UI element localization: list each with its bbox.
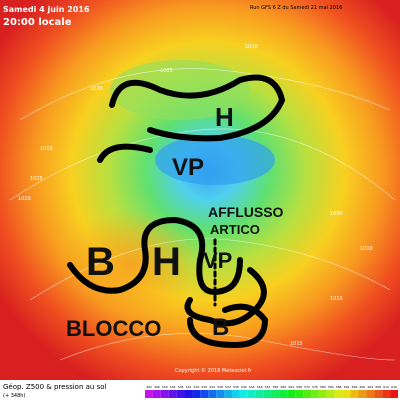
colorbar-label: 616 — [391, 385, 397, 389]
copyright: Copyright © 2016 Meteociel.fr — [175, 367, 252, 374]
colorbar-label: 540 — [241, 385, 247, 389]
colorbar-swatch — [303, 390, 312, 398]
run: Run GFS 6 Z du Samedi 21 mai 2016 — [250, 5, 342, 11]
isobar-label: 1015 — [40, 146, 53, 152]
label-h: H — [215, 102, 234, 132]
colorbar-swatch — [255, 390, 264, 398]
colorbar-swatch — [176, 390, 185, 398]
isobar-label: 1025 — [30, 176, 43, 182]
colorbar-swatch — [318, 390, 327, 398]
isobar-label: 1010 — [360, 246, 373, 252]
colorbar-swatch — [224, 390, 232, 398]
colorbar-label: 584 — [328, 385, 334, 389]
trough-center — [155, 135, 275, 185]
label-vp: VP — [203, 248, 232, 273]
colorbar-swatch — [295, 390, 304, 398]
colorbar-label: 596 — [352, 385, 358, 389]
colorbar-label: 536 — [233, 385, 239, 389]
colorbar-label: 544 — [249, 385, 255, 389]
analysis-lines — [67, 74, 286, 349]
label-inflow: AFFLUSSO — [208, 204, 284, 220]
colorbar-swatch — [231, 390, 240, 398]
colorbar-label: 600 — [360, 385, 366, 389]
colorbar-swatch — [287, 390, 296, 398]
colorbar-swatch — [208, 390, 217, 398]
colorbar-label: 580 — [320, 385, 326, 389]
colorbar-swatch — [279, 390, 288, 398]
label-block: BLOCCO — [66, 316, 161, 341]
isobar-label: 1005 — [160, 68, 173, 74]
colorbar-label: 568 — [296, 385, 302, 389]
geopotential-field — [0, 0, 400, 380]
colorbar-label: 504 — [170, 385, 176, 389]
colorbar-swatch — [192, 390, 201, 398]
colorbar-swatch — [390, 390, 398, 398]
colorbar-swatch — [160, 390, 169, 398]
colorbar-label: 500 — [162, 385, 168, 389]
colorbar-swatch — [200, 390, 209, 398]
colorbar-swatch — [247, 390, 256, 398]
colorbar-label: 496 — [154, 385, 160, 389]
colorbar-label: 592 — [344, 385, 350, 389]
label-inflow2: ARTICO — [210, 222, 260, 237]
footer-title: Géop. Z500 & pression au sol — [3, 383, 107, 391]
colorbar-swatch — [366, 390, 375, 398]
colorbar-label: 516 — [194, 385, 200, 389]
colorbar-label: 572 — [304, 385, 310, 389]
colorbar-label: 548 — [257, 385, 263, 389]
colorbar-label: 520 — [201, 385, 207, 389]
colorbar-label: 552 — [265, 385, 271, 389]
colorbar-label: 492 — [146, 385, 152, 389]
label-h: H — [152, 240, 181, 284]
colorbar-swatch — [374, 390, 383, 398]
ridge-top — [110, 60, 250, 120]
colorbar-label: 612 — [383, 385, 389, 389]
colorbar-label: 532 — [225, 385, 231, 389]
isobar-label: 1020 — [90, 86, 103, 92]
colorbar-swatch — [326, 390, 335, 398]
colorbar-label: 508 — [178, 385, 184, 389]
colorbar-label: 528 — [217, 385, 223, 389]
colorbar-label: 556 — [273, 385, 279, 389]
colorbar-swatch — [168, 390, 177, 398]
colorbar-swatch — [216, 390, 225, 398]
isobar-label: 1010 — [245, 44, 258, 50]
label-b: B — [86, 240, 115, 284]
isobar-label: 1000 — [330, 211, 343, 217]
colorbar-swatch — [382, 390, 391, 398]
colorbar-label: 604 — [367, 385, 373, 389]
colorbar-swatch — [311, 390, 319, 398]
warm-ridge — [60, 210, 200, 320]
colorbar-label: 608 — [375, 385, 381, 389]
time: 20:00 locale — [3, 17, 72, 28]
colorbar-label: 512 — [186, 385, 192, 389]
date: Samedi 4 juin 2016 — [3, 5, 90, 14]
label-b: B — [212, 314, 229, 341]
colorbar-label: 524 — [209, 385, 215, 389]
colorbar-swatch — [239, 390, 248, 398]
colorbar-swatch — [350, 390, 359, 398]
colorbar-swatch — [152, 390, 161, 398]
colorbar-label: 560 — [280, 385, 286, 389]
colorbar-swatch — [145, 390, 153, 398]
isobar-label: 1015 — [290, 341, 303, 347]
colorbar-swatch — [342, 390, 351, 398]
colorbar-swatch — [263, 390, 272, 398]
colorbar-label: 576 — [312, 385, 318, 389]
label-vp: VP — [172, 154, 204, 181]
colorbar-label: 564 — [288, 385, 294, 389]
colorbar-label: 588 — [336, 385, 342, 389]
isobar-label: 1015 — [330, 296, 343, 302]
colorbar-swatch — [358, 390, 367, 398]
colorbar-swatch — [184, 390, 193, 398]
colorbar-swatch — [334, 390, 343, 398]
colorbar-swatch — [271, 390, 280, 398]
footer-lead: (+ 348h) — [3, 393, 25, 399]
isobar-label: 1020 — [18, 196, 31, 202]
